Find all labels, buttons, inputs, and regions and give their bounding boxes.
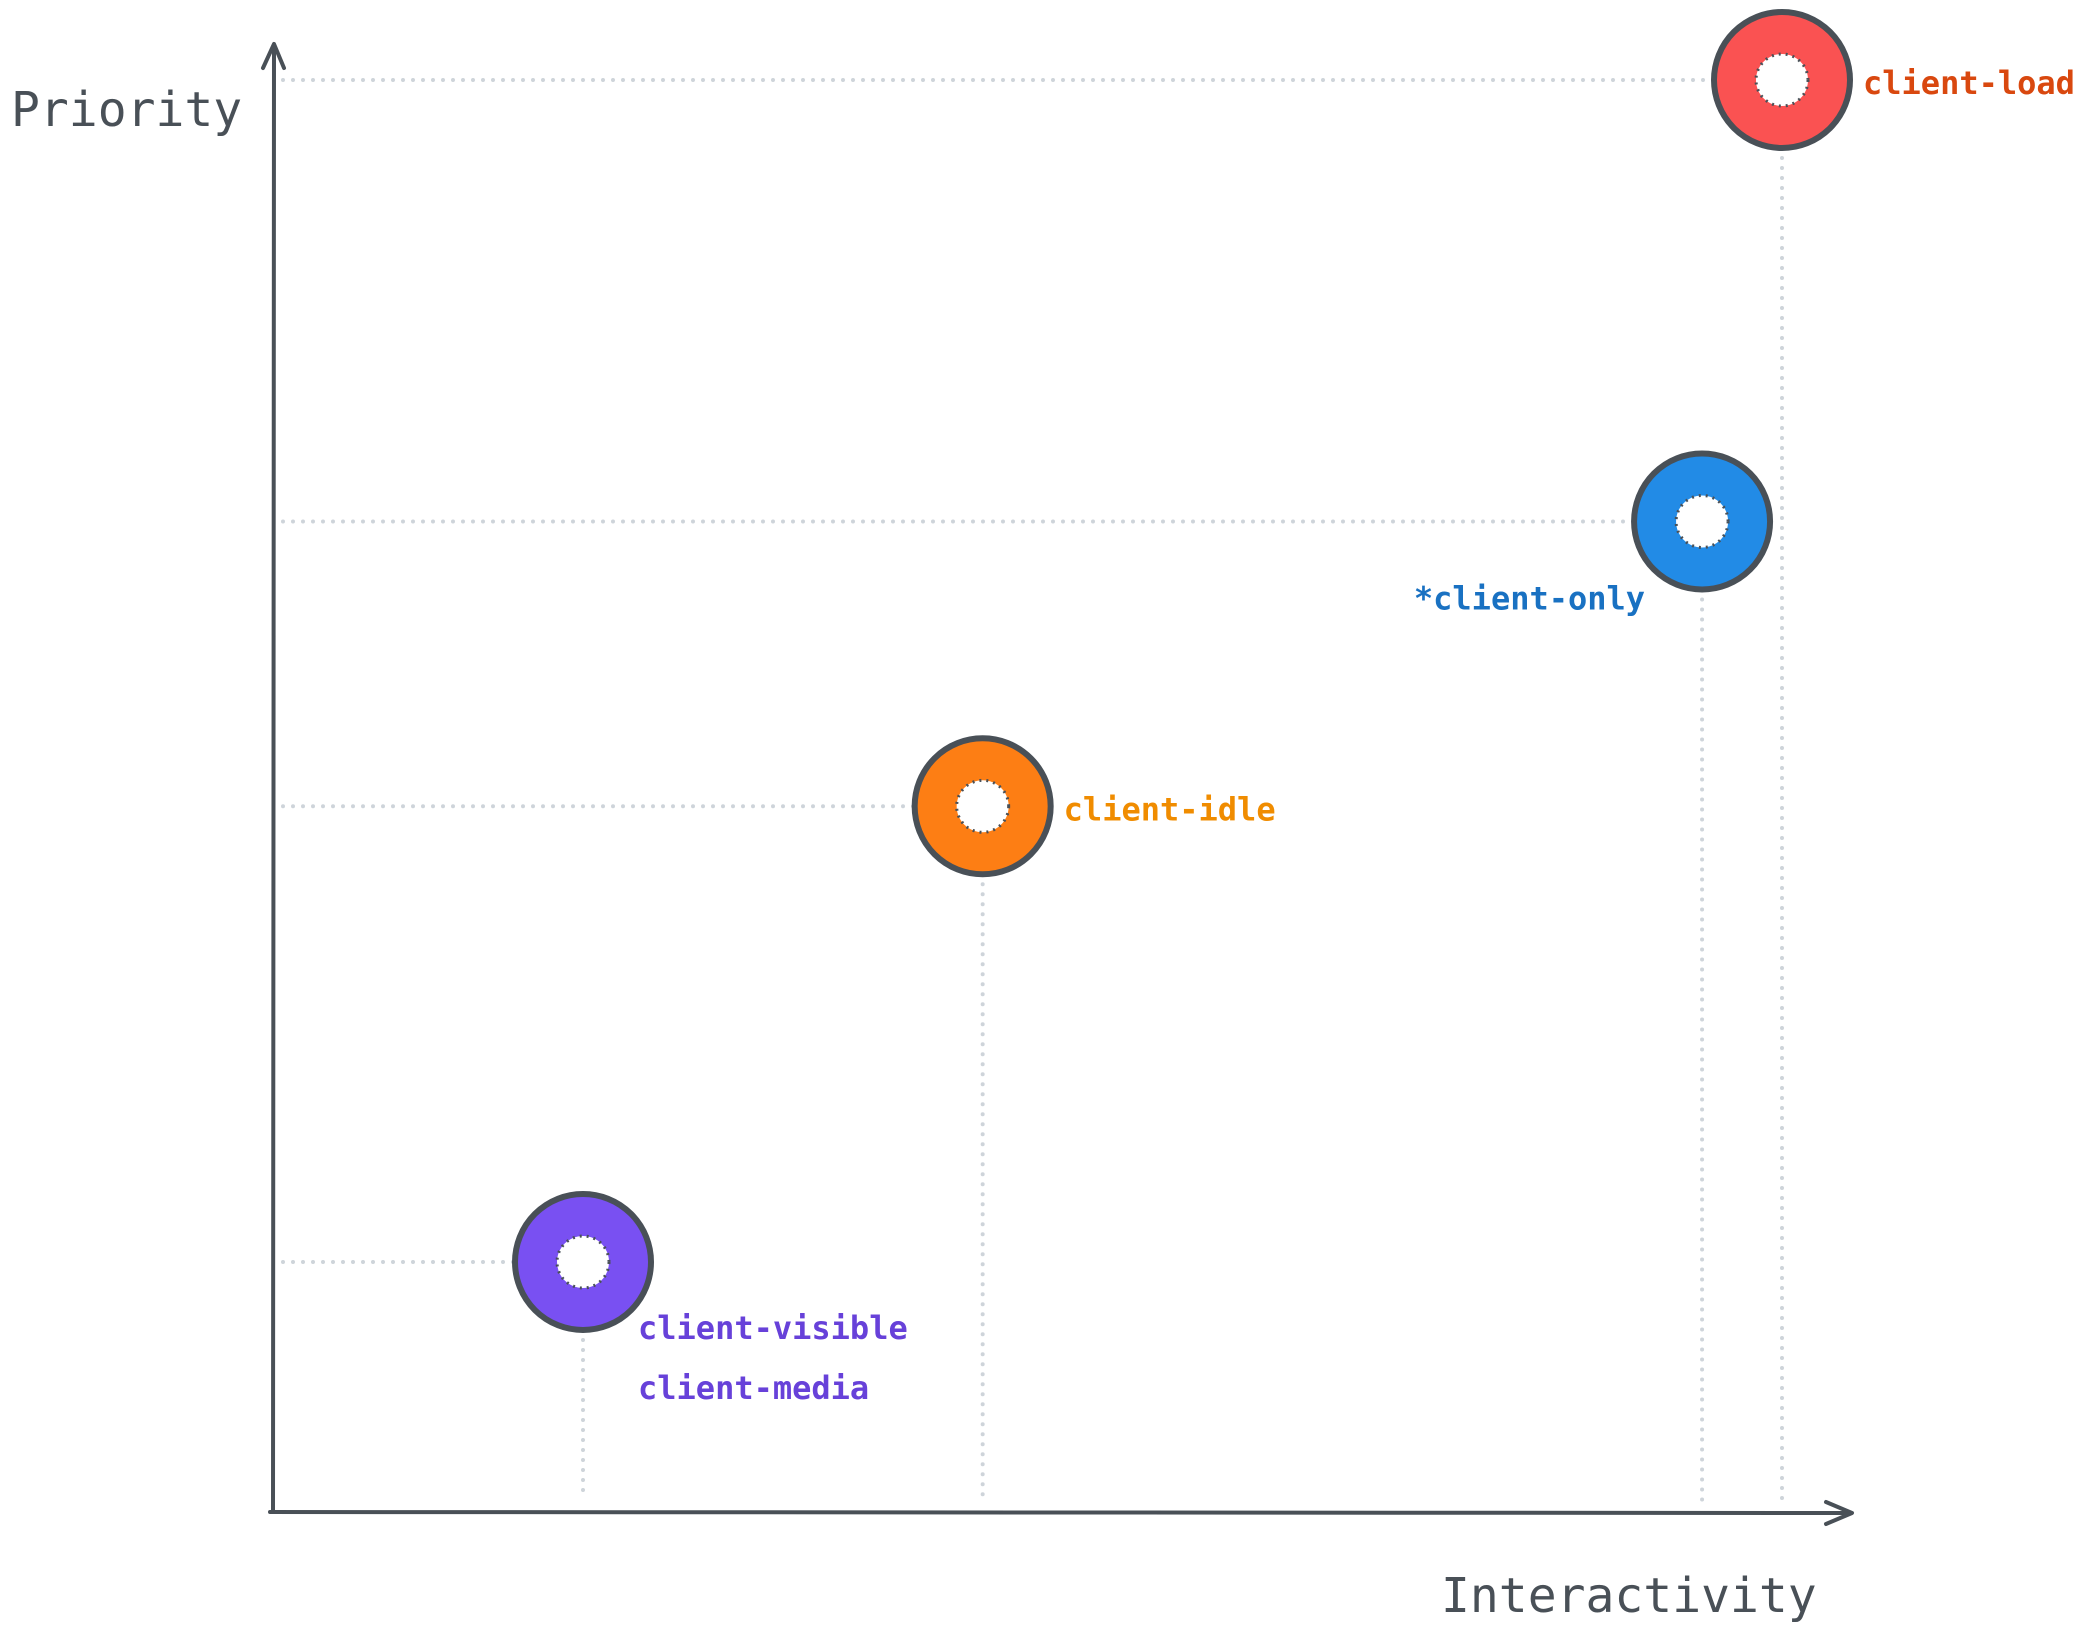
data-point: client-load xyxy=(1711,9,2075,151)
point-label: client-idle xyxy=(1064,790,1276,828)
x-axis xyxy=(268,1510,1852,1515)
point-outline xyxy=(1631,450,1774,593)
point-outline xyxy=(512,1191,654,1333)
data-point: client-idle xyxy=(911,735,1276,878)
point-ring xyxy=(1634,453,1771,590)
point-label: client-visible xyxy=(638,1309,908,1347)
point-hole xyxy=(955,778,1011,834)
point-hole xyxy=(555,1234,611,1290)
point-outline xyxy=(1711,9,1853,151)
point-ring xyxy=(515,1194,651,1330)
point-ring xyxy=(914,738,1051,875)
point-hole xyxy=(1754,52,1810,108)
point-label: *client-only xyxy=(1414,579,1645,617)
point-outline xyxy=(911,735,1054,878)
data-point: *client-only xyxy=(1414,450,1774,617)
data-point: client-visible client-media xyxy=(512,1191,908,1407)
point-label: client-load xyxy=(1863,64,2075,102)
y-axis-arrowhead xyxy=(261,42,286,70)
x-axis-label: Interactivity xyxy=(1441,1568,1817,1624)
axes xyxy=(261,42,1854,1526)
y-axis-label: Priority xyxy=(11,82,242,138)
point-hole xyxy=(1674,493,1730,549)
x-axis-arrowhead xyxy=(1824,1500,1854,1526)
y-axis xyxy=(271,44,276,1514)
point-ring xyxy=(1714,12,1850,148)
point-label: client-media xyxy=(638,1369,869,1407)
